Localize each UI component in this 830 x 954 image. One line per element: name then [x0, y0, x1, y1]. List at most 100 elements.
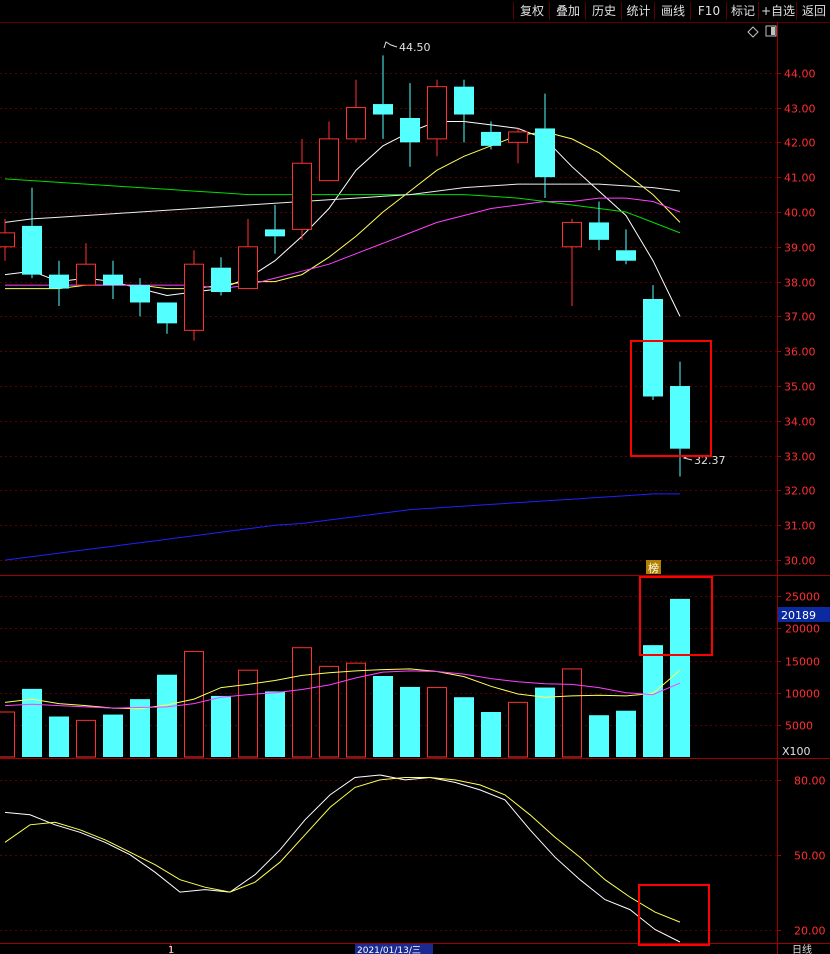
volume-bar — [292, 647, 312, 758]
diejia-button[interactable]: 叠加 — [549, 2, 586, 20]
volume-bar — [508, 701, 528, 758]
diamond-icon[interactable] — [747, 26, 759, 38]
f10-button[interactable]: F10 — [690, 2, 727, 20]
volume-bar — [643, 645, 663, 757]
price-ma-line — [5, 131, 681, 290]
fanhui-button[interactable]: 返回 — [796, 2, 830, 20]
candle — [0, 218, 15, 261]
volume-bar — [589, 715, 609, 757]
volume-bar — [535, 687, 555, 757]
volume-badge-label: 榜 — [648, 561, 659, 575]
price-ma-line — [4, 178, 681, 234]
lishi-button[interactable]: 历史 — [585, 2, 622, 20]
volume-bar — [670, 598, 690, 757]
tongji-button[interactable]: 统计 — [621, 2, 655, 20]
volume-bar — [373, 676, 393, 757]
candle — [157, 302, 177, 334]
volume-ma-line — [4, 670, 681, 709]
volume-bars — [0, 598, 690, 758]
candle — [508, 128, 528, 164]
price-tick-label: 36.00 — [784, 346, 816, 359]
volume-bar — [454, 697, 474, 757]
price-tick-label: 31.00 — [784, 520, 816, 533]
indicator-grid — [0, 780, 777, 931]
volume-tick-label: 5000 — [785, 720, 813, 733]
candle — [211, 257, 231, 296]
candle — [535, 93, 555, 199]
volume-bar — [562, 668, 582, 758]
candle — [373, 55, 393, 139]
x-axis: 1 2021/01/13/三 日线 — [168, 943, 812, 954]
candle — [481, 121, 501, 150]
volume-badge: 榜 — [646, 560, 661, 575]
indicator-highlight-box — [638, 884, 710, 946]
candle — [184, 250, 204, 341]
volume-bar — [211, 695, 231, 757]
candle — [562, 218, 582, 306]
volume-bar — [49, 716, 69, 757]
candle — [238, 218, 258, 290]
candle — [22, 187, 42, 279]
price-tick-label: 32.00 — [784, 485, 816, 498]
volume-current-value: 20189 — [781, 609, 816, 622]
price-highlight-box — [630, 340, 712, 457]
indicator-line — [4, 777, 681, 923]
volume-bar — [0, 711, 15, 758]
indicator-tick-label: 20.00 — [794, 925, 826, 938]
volume-y-axis: 25000 20000 15000 10000 5000 — [777, 591, 820, 733]
x-axis-marker: 1 — [168, 945, 174, 954]
zixuan-button[interactable]: +自选 — [758, 2, 797, 20]
fuquan-button[interactable]: 复权 — [513, 2, 550, 20]
candle — [292, 138, 312, 240]
candle — [49, 260, 69, 306]
volume-bar — [319, 665, 339, 758]
candle — [643, 285, 663, 400]
volume-tick-label: 10000 — [785, 688, 820, 701]
low-label: 32.37 — [694, 454, 726, 467]
price-tick-label: 44.00 — [784, 68, 816, 81]
volume-current-readout: 20189 — [778, 607, 830, 622]
price-tick-label: 33.00 — [784, 451, 816, 464]
stock-chart: 44.00 43.00 42.00 41.00 40.00 39.00 38.00 37.00… — [0, 22, 830, 954]
volume-bar — [157, 674, 177, 757]
panel-toggle-icon[interactable] — [765, 25, 777, 37]
x-axis-date-label: 2021/01/13/三 — [357, 946, 421, 954]
candle — [400, 83, 420, 167]
panel-frames — [0, 22, 830, 954]
price-tick-label: 40.00 — [784, 207, 816, 220]
price-tick-label: 37.00 — [784, 311, 816, 324]
volume-tick-label: 25000 — [785, 591, 820, 604]
indicator-y-axis: 80.00 50.00 20.00 — [777, 775, 826, 938]
indicator-line — [4, 774, 681, 943]
price-tick-label: 34.00 — [784, 416, 816, 429]
candle — [589, 201, 609, 251]
candle — [319, 121, 339, 182]
volume-highlight-box — [639, 576, 713, 656]
candle — [670, 361, 690, 477]
volume-tick-label: 15000 — [785, 656, 820, 669]
price-ma-line — [4, 183, 681, 223]
high-annotation: 44.50 — [383, 41, 431, 54]
volume-bar — [427, 687, 447, 758]
price-ma-line — [4, 493, 680, 561]
panel-controls — [747, 25, 777, 38]
volume-bar — [22, 688, 42, 757]
huaxian-button[interactable]: 画线 — [654, 2, 691, 20]
price-tick-label: 30.00 — [784, 555, 816, 568]
period-label[interactable]: 日线 — [792, 943, 812, 954]
price-candles — [0, 55, 690, 477]
volume-bar — [481, 712, 501, 757]
volume-bar — [400, 686, 420, 757]
biaoji-button[interactable]: 标记 — [726, 2, 759, 20]
price-ma-line — [4, 121, 681, 317]
volume-bar — [616, 710, 636, 757]
toolbar: 复权 叠加 历史 统计 画线 F10 标记 +自选 返回 — [0, 0, 830, 23]
volume-moving-averages — [4, 668, 681, 710]
candle — [427, 79, 447, 157]
price-tick-label: 38.00 — [784, 277, 816, 290]
candle — [103, 260, 123, 299]
volume-tick-label: 20000 — [785, 623, 820, 636]
volume-bar — [130, 699, 150, 757]
volume-unit: X100 — [782, 745, 811, 758]
volume-bar — [238, 669, 258, 758]
